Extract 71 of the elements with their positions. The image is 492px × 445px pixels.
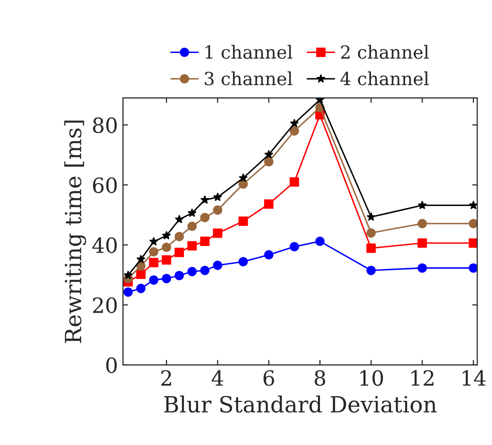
y-tick-label: 60 (93, 177, 117, 194)
point (418, 263, 427, 273)
point (290, 118, 299, 128)
point (136, 270, 146, 279)
legend-label: 1 channel (206, 44, 292, 59)
point (136, 254, 146, 264)
point (418, 200, 427, 210)
point (366, 244, 376, 253)
point (290, 177, 300, 187)
point (468, 263, 478, 273)
x-tick-label: 10 (360, 370, 383, 386)
point (264, 250, 274, 260)
point (149, 236, 158, 246)
point (174, 232, 184, 242)
point (136, 284, 146, 294)
point (290, 126, 300, 136)
point (200, 195, 210, 204)
point (315, 236, 325, 246)
point (188, 208, 197, 217)
x-tick-label: 4 (212, 370, 224, 386)
point (366, 212, 376, 221)
legend-label: 2 channel (341, 44, 429, 59)
y-tick-label: 0 (106, 357, 117, 374)
legend-label: 3 channel (204, 71, 292, 86)
point (187, 222, 197, 231)
legend-label: 4 channel (340, 71, 429, 86)
point (174, 270, 184, 280)
point (149, 258, 158, 268)
y-tick-label: 80 (93, 117, 117, 134)
y-tick-label: 40 (92, 237, 117, 254)
point (149, 247, 158, 256)
point (264, 199, 274, 209)
point (468, 200, 478, 210)
point (468, 238, 478, 248)
point (212, 228, 222, 238)
point (187, 241, 197, 250)
point (212, 205, 222, 215)
point (162, 242, 172, 252)
x-tick-label: 6 (264, 370, 274, 386)
point (162, 274, 172, 284)
point (264, 157, 274, 166)
point (238, 216, 248, 226)
point (290, 242, 300, 252)
point (418, 238, 427, 248)
point (418, 218, 427, 228)
x-tick-label: 2 (161, 370, 172, 386)
point (200, 236, 210, 246)
point (200, 212, 210, 222)
point (124, 270, 133, 280)
x-axis-title: Blur Standard Deviation (164, 395, 437, 413)
point (162, 230, 171, 240)
point (174, 248, 184, 258)
point (213, 192, 222, 202)
point (366, 266, 376, 276)
point (162, 255, 172, 265)
point (187, 266, 197, 276)
point (238, 257, 248, 266)
point (200, 266, 210, 276)
point (238, 173, 248, 182)
y-tick-label: 20 (93, 297, 117, 314)
point (212, 260, 222, 270)
x-tick-label: 12 (412, 370, 434, 386)
y-axis-title: Rewriting time [ms] (64, 120, 86, 343)
point (264, 150, 274, 158)
point (366, 228, 376, 238)
point (174, 214, 184, 224)
point (149, 275, 158, 285)
x-tick-label: 14 (462, 370, 486, 386)
point (468, 218, 478, 228)
point (123, 287, 133, 297)
x-tick-label: 8 (314, 370, 326, 386)
